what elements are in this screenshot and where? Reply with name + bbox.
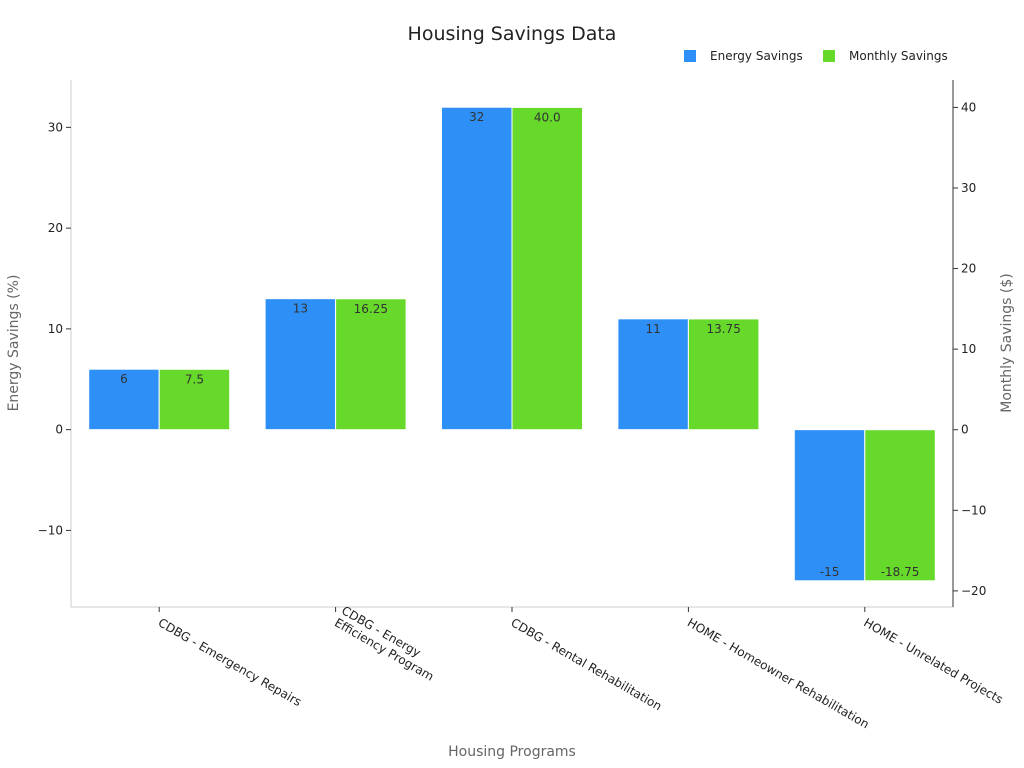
bar-data-label: 6 (120, 372, 128, 386)
bar-energy-savings (264, 298, 337, 431)
bar-data-label: 40.0 (534, 110, 561, 124)
legend-swatch (823, 50, 835, 62)
bar-monthly-savings (335, 298, 407, 431)
category-label: CDBG - Emergency Repairs (156, 615, 304, 709)
bars (88, 106, 936, 582)
bar-data-label: -18.75 (881, 565, 920, 579)
y-tick-label: 30 (48, 120, 63, 134)
x-axis-title: Housing Programs (448, 744, 576, 760)
y-tick-label: 0 (55, 423, 63, 437)
y-tick-label: 10 (48, 322, 63, 336)
category-label-line: HOME - Homeowner Rehabilitation (685, 615, 872, 731)
chart-title: Housing Savings Data (408, 23, 617, 45)
category-label: HOME - Unrelated Projects (861, 615, 1005, 706)
bar-monthly-savings (511, 106, 583, 431)
y-tick-label: −10 (38, 523, 63, 537)
bar-data-label: 13 (293, 302, 308, 316)
bar-data-label: 32 (469, 110, 484, 124)
axes: −10 0 10 20 30 −20 −10 0 10 20 30 40 (38, 80, 986, 612)
legend-swatch (684, 50, 696, 62)
bar-data-label: 11 (646, 322, 661, 336)
category-label-line: CDBG - Rental Rehabilitation (509, 615, 665, 713)
bar-monthly-savings (864, 429, 936, 582)
bar-data-label: 7.5 (185, 372, 204, 386)
legend-label: Monthly Savings (849, 49, 948, 63)
y2-tick-label: −10 (961, 503, 986, 517)
category-label-line: HOME - Unrelated Projects (861, 615, 1005, 706)
y2-tick-label: 40 (961, 100, 976, 114)
y2-tick-label: 20 (961, 262, 976, 276)
bar-energy-savings (441, 106, 513, 431)
bar-data-label: 16.25 (354, 302, 388, 316)
legend: Energy Savings Monthly Savings (684, 49, 948, 63)
bar-labels: 6 7.5 13 16.25 32 40.0 11 13.75 -15 -18.75 (120, 110, 919, 579)
y2-axis-title: Monthly Savings ($) (999, 273, 1015, 412)
y-tick-label: 20 (48, 221, 63, 235)
y2-tick-label: −20 (961, 584, 986, 598)
bar-monthly-savings (158, 368, 231, 431)
y-axis-title: Energy Savings (%) (6, 275, 22, 412)
bar-monthly-savings (687, 318, 760, 431)
y2-tick-label: 10 (961, 342, 976, 356)
bar-energy-savings (793, 429, 866, 582)
category-label-line: CDBG - Emergency Repairs (156, 615, 304, 709)
legend-label: Energy Savings (710, 49, 803, 63)
y2-tick-label: 30 (961, 181, 976, 195)
bar-data-label: 13.75 (706, 322, 740, 336)
category-label: HOME - Homeowner Rehabilitation (685, 615, 872, 731)
bar-data-label: -15 (820, 565, 840, 579)
category-labels: CDBG - Emergency Repairs CDBG - EnergyEff… (156, 603, 1006, 731)
category-label: CDBG - Rental Rehabilitation (509, 615, 665, 713)
y2-tick-label: 0 (961, 423, 969, 437)
